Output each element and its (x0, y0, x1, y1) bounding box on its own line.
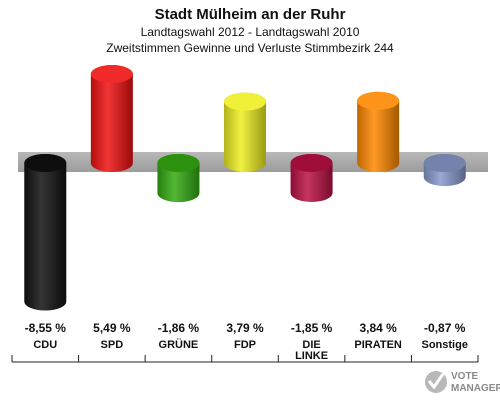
value-label: 5,49 % (93, 321, 131, 335)
category-label: SPD (101, 339, 124, 351)
vote-manager-logo: VOTE MANAGER (425, 371, 500, 394)
chart-subtitle-2: Zweitstimmen Gewinne und Verluste Stimmb… (106, 41, 394, 55)
category-label: PIRATEN (354, 339, 402, 351)
bar-cap-grüne (157, 154, 200, 172)
bar-fdp (224, 92, 266, 172)
category-label: FDP (234, 339, 256, 351)
value-labels-group: -8,55 % 5,49 % -1,86 % 3,79 % -1,85 % 3,84 % -… (25, 321, 466, 335)
logo-line-2: MANAGER (451, 383, 500, 394)
value-label: 3,79 % (226, 321, 264, 335)
category-label: Sonstige (421, 339, 467, 351)
bar-piraten (357, 91, 400, 172)
category-label: CDU (33, 339, 57, 351)
category-label: LINKE (295, 350, 328, 362)
value-label: -1,86 % (158, 321, 200, 335)
bar-cdu (24, 154, 67, 311)
bar-cap-sonstige (423, 154, 466, 172)
chart-title: Stadt Mülheim an der Ruhr (155, 6, 346, 23)
logo-line-1: VOTE (451, 371, 479, 382)
value-label: -1,85 % (291, 321, 333, 335)
value-label: -0,87 % (424, 321, 466, 335)
chart-subtitle-1: Landtagswahl 2012 - Landtagswahl 2010 (141, 25, 360, 39)
bar-cap-cdu (24, 154, 67, 172)
value-label: 3,84 % (359, 321, 397, 335)
logo-check-icon (427, 373, 445, 390)
bar-cap-spd (90, 65, 133, 84)
category-label: GRÜNE (159, 338, 199, 351)
bar-cap-piraten (357, 91, 400, 110)
bar-spd (90, 65, 133, 172)
bars-group (24, 65, 466, 311)
category-label: DIE (302, 339, 320, 351)
bar-cap-die-linke (290, 154, 333, 172)
bar-cap-fdp (224, 92, 266, 111)
value-label: -8,55 % (25, 321, 67, 335)
